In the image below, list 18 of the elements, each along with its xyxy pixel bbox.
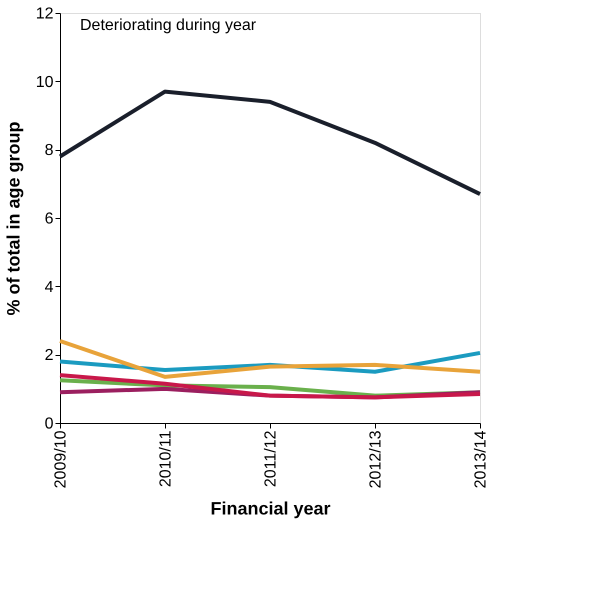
y-tick-label: 2 [44, 347, 54, 364]
line-series [58, 373, 482, 400]
y-tick-label: 8 [44, 142, 54, 160]
chart-title: Deteriorating during year [80, 17, 257, 34]
x-tick-label: 2012/13 [368, 430, 384, 488]
x-tick-label: 2013/14 [472, 430, 490, 488]
line-series [58, 90, 482, 196]
x-tick-label: 2009/10 [52, 430, 70, 488]
line-series [58, 339, 482, 379]
y-tick-label: 4 [44, 278, 54, 296]
y-tick-label: 6 [44, 210, 54, 228]
x-axis-title: Financial year [210, 498, 331, 518]
x-tick-label: 2010/11 [158, 430, 174, 488]
y-tick-label: 10 [36, 74, 54, 91]
y-tick-label: 0 [44, 416, 54, 432]
x-tick-label: 2011/12 [262, 430, 280, 488]
y-axis-title: % of total in age group [4, 122, 24, 316]
y-tick-label: 12 [36, 6, 54, 22]
